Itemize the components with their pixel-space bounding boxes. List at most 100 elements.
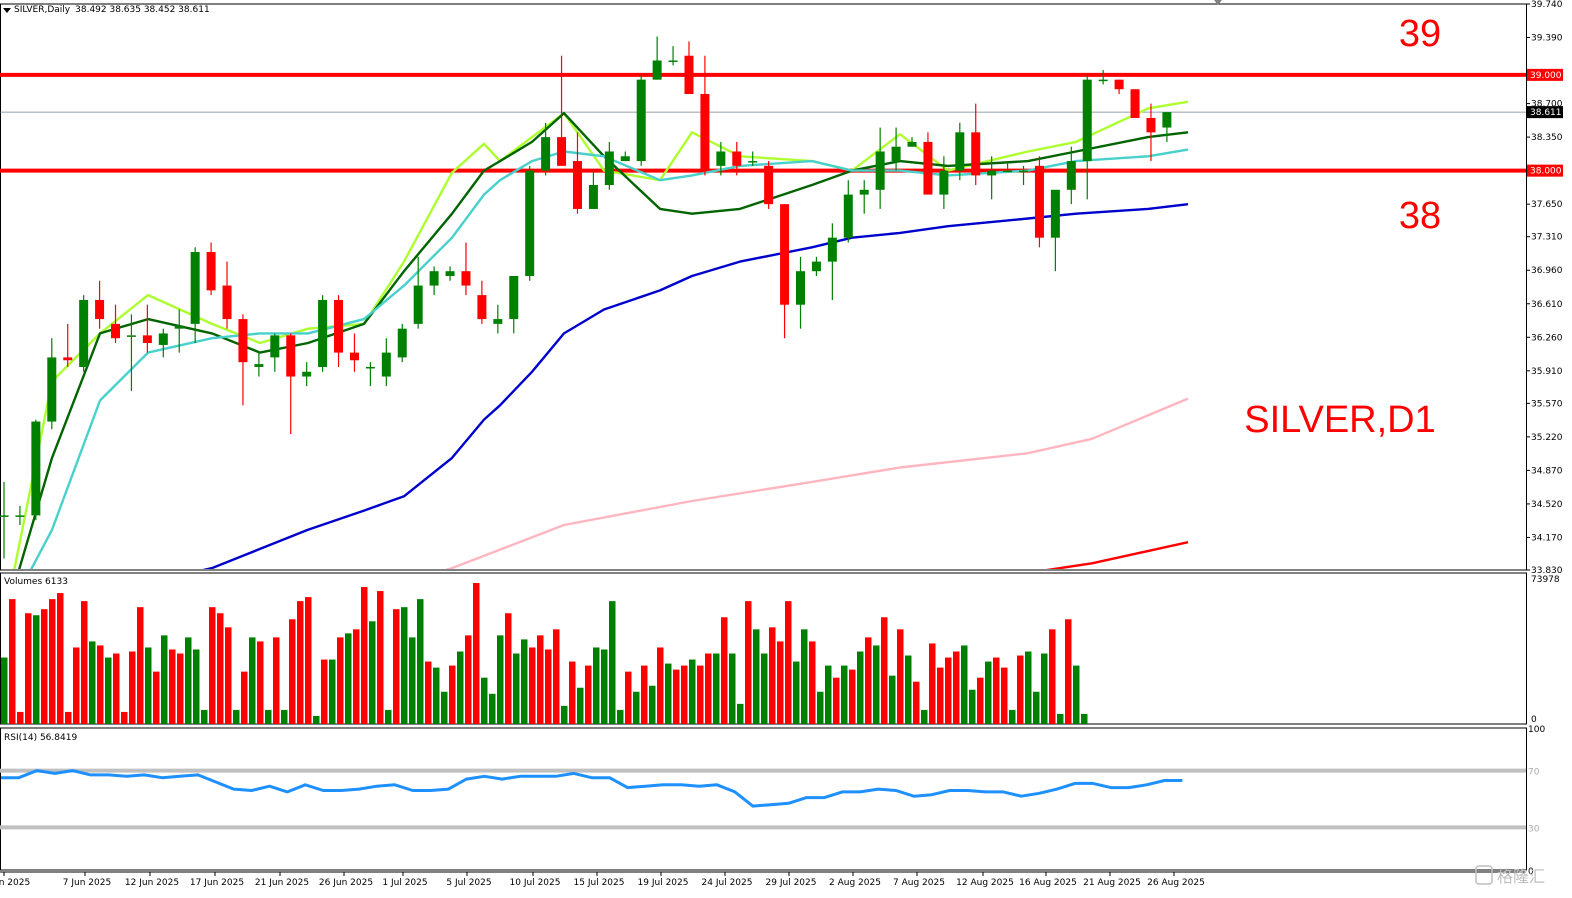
horizontal-levels[interactable]: 39.000 38.000 bbox=[0, 68, 1563, 177]
panel-frame-2 bbox=[0, 727, 1527, 871]
candle-body bbox=[939, 170, 949, 195]
volume-bar bbox=[393, 609, 400, 724]
rsi-tick-label: 100 bbox=[1528, 725, 1545, 735]
volume-bar bbox=[177, 653, 184, 724]
level-39-label: 39 bbox=[1399, 13, 1441, 55]
volume-bar bbox=[721, 617, 728, 724]
candle-body bbox=[955, 132, 965, 171]
volume-bar bbox=[705, 653, 712, 724]
candle-body bbox=[907, 141, 917, 147]
candle-body bbox=[493, 319, 503, 324]
date-tick-label: 1 Jul 2025 bbox=[382, 878, 427, 888]
volume-bar bbox=[353, 629, 360, 724]
volume-bar bbox=[481, 677, 488, 724]
date-tick-label: 10 Jul 2025 bbox=[510, 878, 561, 888]
candle-body bbox=[381, 352, 391, 377]
date-tick-label: 7 Jun 2025 bbox=[63, 878, 111, 888]
date-tick-label: 12 Aug 2025 bbox=[956, 878, 1014, 888]
volume-bar bbox=[137, 607, 144, 724]
moving-averages bbox=[13, 100, 1189, 569]
volume-bar bbox=[729, 653, 736, 724]
volume-bar bbox=[169, 649, 176, 724]
date-tick-label: 24 Jul 2025 bbox=[702, 878, 753, 888]
candle-body bbox=[1130, 89, 1140, 118]
volume-bar bbox=[305, 597, 312, 724]
candle-body bbox=[206, 252, 216, 291]
volume-bar bbox=[617, 709, 624, 724]
volume-bar bbox=[217, 613, 224, 724]
volume-bar bbox=[817, 691, 824, 724]
volume-bar bbox=[1017, 655, 1024, 724]
price-tick-label: 35.570 bbox=[1531, 399, 1563, 409]
volume-bar bbox=[537, 635, 544, 724]
volume-bar bbox=[81, 601, 88, 724]
volume-bar bbox=[201, 709, 208, 724]
chart-caption: SILVER,D1 bbox=[1244, 399, 1435, 441]
date-axis: 3 Jun 2025 7 Jun 2025 12 Jun 2025 17 Jun 20… bbox=[0, 872, 1205, 888]
volume-bar bbox=[857, 651, 864, 724]
volume-bar bbox=[681, 665, 688, 724]
volume-bar bbox=[193, 649, 200, 724]
volume-bar bbox=[569, 661, 576, 724]
volume-bar bbox=[561, 705, 568, 724]
volume-bar bbox=[1, 657, 8, 724]
volume-bar bbox=[97, 645, 104, 724]
volume-bar bbox=[153, 671, 160, 724]
volume-bar bbox=[545, 649, 552, 724]
date-tick-label: 21 Jun 2025 bbox=[255, 878, 309, 888]
volume-axis: 73978 0 bbox=[1531, 575, 1560, 725]
candle-body bbox=[636, 79, 646, 162]
candle-body bbox=[302, 371, 312, 377]
candle-body bbox=[286, 335, 296, 377]
volume-bar bbox=[17, 711, 24, 724]
volume-bar bbox=[577, 687, 584, 724]
candle-body bbox=[1066, 161, 1076, 190]
volume-bar bbox=[377, 591, 384, 724]
candle-body bbox=[509, 275, 519, 320]
price-tick-label: 37.650 bbox=[1531, 200, 1563, 210]
candle-body bbox=[652, 60, 662, 80]
volume-bar bbox=[1073, 665, 1080, 724]
volume-bar bbox=[673, 669, 680, 724]
volume-bar bbox=[665, 663, 672, 724]
level-38-label: 38 bbox=[1399, 195, 1441, 237]
price-tick-label: 34.170 bbox=[1531, 533, 1563, 543]
volume-bar bbox=[433, 667, 440, 724]
price-tick-label: 39.740 bbox=[1531, 0, 1563, 10]
volume-bar bbox=[113, 653, 120, 724]
rsi-line bbox=[1, 769, 1183, 808]
price-tick-label: 34.520 bbox=[1531, 500, 1563, 510]
volume-bar bbox=[1081, 713, 1088, 724]
date-tick-label: 21 Aug 2025 bbox=[1083, 878, 1141, 888]
candle-body bbox=[79, 299, 89, 367]
volume-bar bbox=[441, 691, 448, 724]
volume-bar bbox=[849, 669, 856, 724]
volume-bar bbox=[937, 667, 944, 724]
volume-bar bbox=[241, 671, 248, 724]
volume-bar bbox=[89, 641, 96, 724]
volume-bar bbox=[1001, 667, 1008, 724]
volume-bar bbox=[265, 709, 272, 724]
candle-body bbox=[1082, 79, 1092, 162]
candle-body bbox=[461, 271, 471, 286]
date-tick-label: 19 Jul 2025 bbox=[638, 878, 689, 888]
volume-bar bbox=[417, 599, 424, 724]
candle-body bbox=[47, 357, 57, 422]
volume-bar bbox=[609, 601, 616, 724]
candle-body bbox=[1019, 170, 1029, 173]
candle-body bbox=[923, 141, 933, 195]
dropdown-icon[interactable] bbox=[3, 8, 11, 13]
candle-body bbox=[126, 335, 136, 337]
candle-body bbox=[0, 515, 9, 517]
candle-body bbox=[31, 421, 41, 516]
volume-bar bbox=[873, 645, 880, 724]
volume-bar bbox=[145, 647, 152, 724]
volume-bar bbox=[529, 647, 536, 724]
date-tick-label: 3 Jun 2025 bbox=[0, 878, 30, 888]
candle-body bbox=[891, 146, 901, 162]
volume-bar bbox=[585, 665, 592, 724]
volume-bar bbox=[33, 615, 40, 724]
price-axis: 39.740 39.390 38.700 38.350 37.650 37.310 36.9… bbox=[0, 0, 1563, 576]
